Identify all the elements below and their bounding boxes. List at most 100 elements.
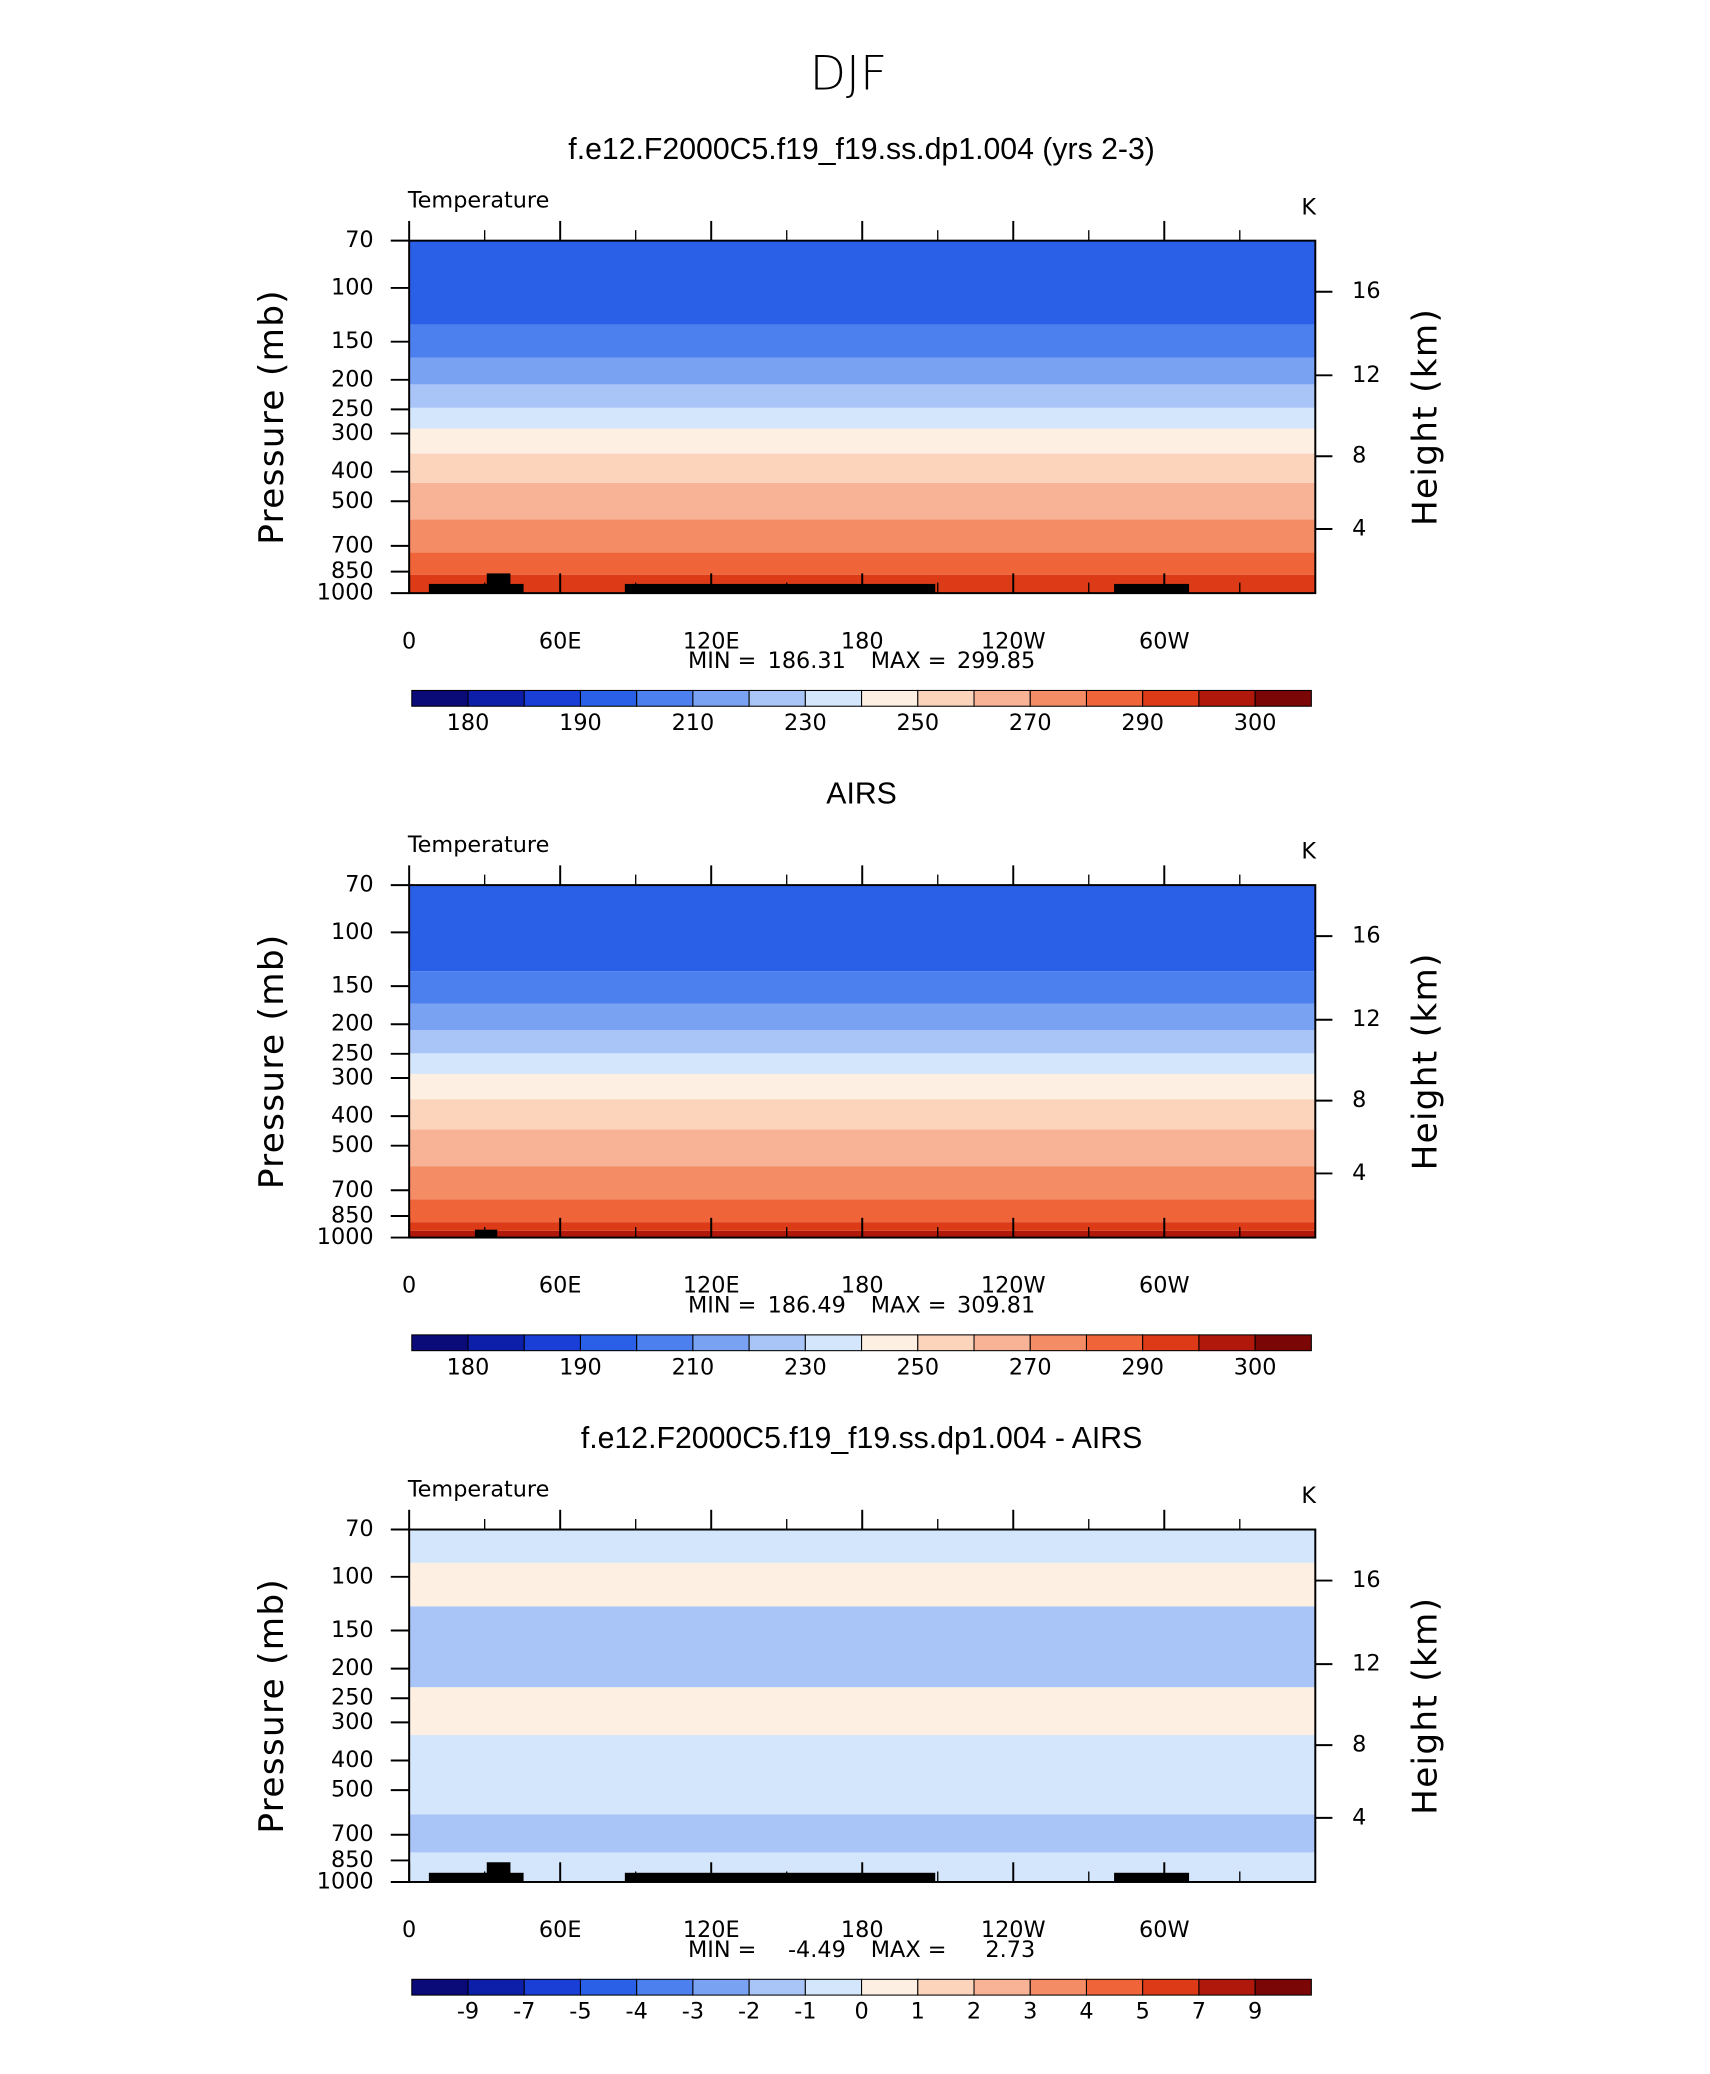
colorbar-label: 9 xyxy=(1248,1999,1262,2025)
colorbar-box xyxy=(748,689,806,707)
y-tick-label: 500 xyxy=(331,1777,374,1803)
colorbar-box xyxy=(523,1334,581,1352)
colorbar-box xyxy=(1085,1978,1144,1996)
topography xyxy=(486,573,511,594)
colorbar-label: 210 xyxy=(672,1354,715,1380)
y-tick-label: 700 xyxy=(331,1177,374,1203)
colorbar-label: 230 xyxy=(784,1354,827,1380)
colorbar-box xyxy=(692,1334,750,1352)
x-tick-label: 60W xyxy=(1139,1273,1190,1299)
y2-tick-label: 16 xyxy=(1352,278,1380,304)
colorbar-box xyxy=(1085,689,1144,707)
colorbar-label: 4 xyxy=(1079,1999,1093,2025)
contour-band xyxy=(409,885,1316,972)
colorbar-label: 7 xyxy=(1192,1999,1206,2025)
contour-band xyxy=(409,1199,1316,1223)
contour-band xyxy=(409,1099,1316,1130)
colorbar-box xyxy=(804,689,863,707)
y-tick-label: 70 xyxy=(345,1516,373,1542)
y-tick-label: 700 xyxy=(331,532,374,558)
y-tick-label: 70 xyxy=(345,227,373,253)
colorbar-box xyxy=(1142,1334,1200,1352)
colorbar-box xyxy=(748,1334,806,1352)
y-tick-label: 850 xyxy=(331,1847,374,1873)
y2-axis-title: Height (km) xyxy=(1406,952,1446,1170)
x-tick-label: 60E xyxy=(539,1917,582,1943)
y2-tick-label: 16 xyxy=(1352,923,1380,949)
contour-band xyxy=(409,240,1316,325)
colorbar-label: 0 xyxy=(854,1999,868,2025)
x-tick-label: 180 xyxy=(841,628,884,654)
colorbar-label: 180 xyxy=(447,1354,490,1380)
colorbar-label: -7 xyxy=(513,1999,535,2025)
y-tick-label: 850 xyxy=(331,1203,374,1229)
contour-band xyxy=(409,384,1316,408)
y2-tick-label: 8 xyxy=(1352,443,1366,469)
topography xyxy=(624,583,936,594)
y2-tick-label: 8 xyxy=(1352,1087,1366,1113)
contour-band xyxy=(409,1003,1316,1031)
colorbar-box xyxy=(1142,689,1200,707)
y-tick-label: 250 xyxy=(331,396,374,422)
contour-band xyxy=(409,324,1316,358)
y2-axis-title: Height (km) xyxy=(1406,1597,1446,1815)
x-tick-label: 120E xyxy=(683,1273,740,1299)
y2-tick-label: 12 xyxy=(1352,1006,1380,1032)
colorbar-box xyxy=(579,1334,638,1352)
y-tick-label: 500 xyxy=(331,488,374,514)
y-tick-label: 200 xyxy=(331,1011,374,1037)
contour-band xyxy=(409,519,1316,553)
colorbar-box xyxy=(1142,1978,1200,1996)
colorbar-box xyxy=(804,1334,863,1352)
min-value: 186.31 xyxy=(768,648,846,674)
colorbar-box xyxy=(467,1978,525,1996)
y-tick-label: 400 xyxy=(331,1747,374,1773)
max-label: MAX = xyxy=(871,648,947,674)
x-tick-label: 120E xyxy=(683,628,740,654)
colorbar-box xyxy=(1198,1334,1256,1352)
min-value: 186.49 xyxy=(768,1292,846,1318)
colorbar-label: 2 xyxy=(967,1999,981,2025)
colorbar-box xyxy=(636,1978,694,1996)
y2-tick-label: 12 xyxy=(1352,1651,1380,1677)
panel-title: f.e12.F2000C5.f19_f19.ss.dp1.004 (yrs 2-… xyxy=(568,133,1155,166)
colorbar-label: -5 xyxy=(569,1999,591,2025)
colorbar-box xyxy=(411,1978,469,1996)
y-tick-label: 1000 xyxy=(317,1224,374,1250)
colorbar-box xyxy=(861,1334,919,1352)
contour-band xyxy=(409,428,1316,454)
colorbar-label: -4 xyxy=(626,1999,648,2025)
colorbar-label: 180 xyxy=(447,710,490,736)
x-tick-label: 120W xyxy=(981,628,1046,654)
contour-band xyxy=(409,1735,1316,1815)
colorbar-box xyxy=(411,689,469,707)
colorbar-box xyxy=(973,689,1031,707)
colorbar-box xyxy=(523,689,581,707)
colorbar-box xyxy=(579,689,638,707)
colorbar-box xyxy=(1198,689,1256,707)
colorbar-box xyxy=(1085,1334,1144,1352)
contour-band xyxy=(409,407,1316,429)
colorbar-label: 270 xyxy=(1009,1354,1052,1380)
y-axis-title: Pressure (mb) xyxy=(252,289,292,545)
topography xyxy=(1114,1872,1190,1882)
y-tick-label: 150 xyxy=(331,1617,374,1643)
colorbar-box xyxy=(917,1334,975,1352)
colorbar-label: 290 xyxy=(1121,1354,1164,1380)
contour-band xyxy=(409,357,1316,385)
x-tick-label: 120W xyxy=(981,1917,1046,1943)
colorbar-box xyxy=(973,1334,1031,1352)
y2-tick-label: 12 xyxy=(1352,362,1380,388)
x-tick-label: 180 xyxy=(841,1917,884,1943)
min-value: -4.49 xyxy=(788,1937,846,1963)
contour-band xyxy=(409,971,1316,1004)
figure-title: DJF xyxy=(810,46,888,101)
topography xyxy=(624,1872,936,1882)
panel-title: f.e12.F2000C5.f19_f19.ss.dp1.004 - AIRS xyxy=(581,1422,1142,1455)
colorbar-label: 250 xyxy=(896,710,939,736)
max-label: MAX = xyxy=(871,1292,947,1318)
colorbar-box xyxy=(467,1334,525,1352)
colorbar-box xyxy=(917,1978,975,1996)
panel-label: Temperature xyxy=(407,832,550,858)
topography xyxy=(1114,583,1190,594)
